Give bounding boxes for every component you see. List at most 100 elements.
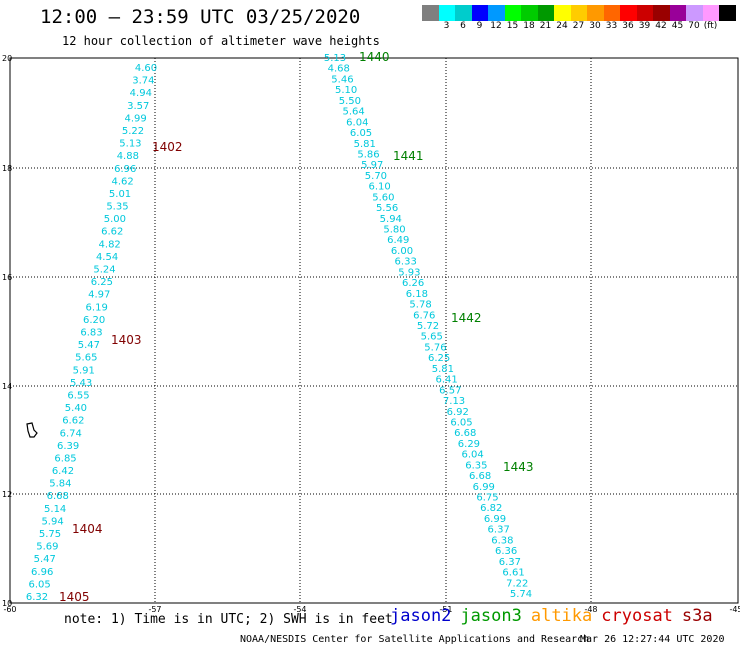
map-frame	[9, 57, 739, 604]
wave-height-value: 5.43	[70, 378, 92, 389]
pass-label: 1403	[111, 333, 142, 347]
wave-height-value: 6.55	[67, 390, 89, 401]
y-tick-label: 18	[2, 164, 12, 173]
wave-height-value: 4.82	[99, 239, 121, 250]
wave-height-value: 6.39	[57, 441, 79, 452]
wave-height-value: 6.36	[495, 546, 517, 557]
wave-height-value: 6.82	[480, 503, 502, 514]
colorbar-swatch	[471, 5, 488, 21]
wave-height-value: 4.99	[124, 113, 146, 124]
colorbar-swatch	[702, 5, 719, 21]
wave-height-value: 6.26	[402, 278, 424, 289]
wave-height-value: 5.24	[93, 265, 115, 276]
pass-label: 1402	[152, 140, 183, 154]
wave-height-value: 5.35	[106, 202, 128, 213]
y-tick-label: 20	[2, 54, 12, 63]
wave-height-value: 6.74	[60, 428, 82, 439]
wave-height-value: 5.50	[339, 96, 361, 107]
colorbar-label: 36	[622, 21, 634, 31]
wave-height-value: 6.41	[435, 375, 457, 386]
x-tick-label: -48	[584, 605, 597, 614]
wave-height-value: 4.62	[112, 176, 134, 187]
wave-height-value: 6.25	[428, 353, 450, 364]
colorbar-label: 45	[671, 21, 684, 31]
colorbar-swatch	[636, 5, 653, 21]
wave-height-value: 6.99	[473, 482, 495, 493]
colorbar-swatch	[620, 5, 637, 21]
pass-labels: 1402 1403 1404 1405 1440 1441 1442 1443	[59, 50, 534, 604]
wave-height-value: 5.69	[36, 542, 58, 553]
wave-height-value: 5.86	[357, 149, 379, 160]
wave-height-value: 6.29	[458, 439, 480, 450]
wave-height-value: 5.81	[432, 364, 454, 375]
wave-height-value: 6.75	[476, 493, 498, 504]
wave-height-value: 3.57	[127, 101, 149, 112]
x-tick-label: -51	[439, 605, 452, 614]
x-tick-label: -60	[3, 605, 16, 614]
wave-height-value: 5.75	[39, 529, 61, 540]
axis-tick-labels: -60 -57 -54 -51 -48 -45 20 18 16 14 12 10	[2, 54, 740, 614]
wave-height-value: 6.25	[91, 277, 113, 288]
wave-height-value: 6.37	[488, 525, 510, 536]
wave-height-value: 5.81	[354, 139, 376, 150]
colorbar-label: 3	[443, 21, 450, 31]
colorbar-label: 70	[688, 21, 700, 31]
wave-height-value: 5.14	[44, 504, 66, 515]
x-tick-label: -57	[148, 605, 161, 614]
colorbar-swatch	[504, 5, 521, 21]
wave-height-value: 6.04	[462, 450, 484, 461]
wave-height-value: 5.13	[324, 53, 346, 64]
wave-height-value: 5.70	[365, 171, 387, 182]
colorbar-label: 6	[460, 21, 466, 31]
x-tick-label: -45	[729, 605, 740, 614]
wave-height-value: 5.00	[104, 214, 126, 225]
colorbar-label: 24	[556, 21, 568, 31]
wave-height-value: 6.19	[86, 302, 108, 313]
wave-height-value: 5.40	[65, 403, 87, 414]
wave-height-value: 5.72	[417, 321, 439, 332]
wave-height-value: 6.49	[387, 235, 409, 246]
colorbar-label: 15	[506, 21, 519, 31]
colorbar-swatch	[455, 5, 472, 21]
map-subtitle: 12 hour collection of altimeter wave hei…	[62, 34, 380, 48]
wave-height-value: 5.13	[119, 139, 141, 150]
wave-height-value: 7.13	[443, 396, 465, 407]
legend-jason2: jason2	[390, 606, 452, 626]
wave-height-value: 5.80	[383, 225, 405, 236]
wave-height-value: 5.91	[73, 365, 95, 376]
wave-height-value: 6.38	[491, 535, 513, 546]
wave-height-value: 6.92	[447, 407, 469, 418]
colorbar-swatch	[422, 5, 439, 21]
colorbar-label: 27	[572, 21, 585, 31]
legend-jason3: jason3	[460, 606, 522, 626]
colorbar-label: 9	[476, 21, 483, 31]
colorbar-labels: 3 6 9 12 15 18 21 24 27 30 33 36 39 42 45 70 (ft)	[422, 21, 740, 35]
pass-label: 1404	[72, 522, 103, 536]
wave-height-value: 5.94	[380, 214, 402, 225]
wave-height-value: 5.65	[75, 353, 97, 364]
wave-height-value: 5.84	[49, 479, 71, 490]
wave-height-value: 5.56	[376, 203, 398, 214]
wave-height-value: 4.60	[135, 63, 157, 74]
colorbar-label: 30	[589, 21, 601, 31]
pass-label: 1440	[359, 50, 390, 64]
wave-height-value: 6.62	[62, 416, 84, 427]
wave-height-value: 5.01	[109, 189, 131, 200]
wave-height-value: 4.94	[130, 88, 152, 99]
wave-height-value: 6.96	[114, 164, 136, 175]
wave-height-value: 6.10	[369, 182, 391, 193]
wave-height-value: 6.42	[52, 466, 74, 477]
wave-height-value: 7.22	[506, 578, 528, 589]
credit-timestamp: Mar 26 12:27:44 UTC 2020	[580, 634, 725, 645]
wave-height-value: 5.78	[409, 300, 431, 311]
colorbar-swatch	[669, 5, 686, 21]
wave-height-value: 4.88	[117, 151, 139, 162]
colorbar-label: (ft)	[703, 21, 718, 31]
y-tick-label: 16	[2, 273, 12, 282]
pass-label: 1441	[393, 149, 424, 163]
colorbar-label: 33	[605, 21, 618, 31]
wave-height-value: 6.68	[454, 428, 476, 439]
y-tick-label: 10	[2, 599, 12, 608]
satellite-legend: jason2 jason3 altika cryosat s3a	[390, 606, 722, 626]
